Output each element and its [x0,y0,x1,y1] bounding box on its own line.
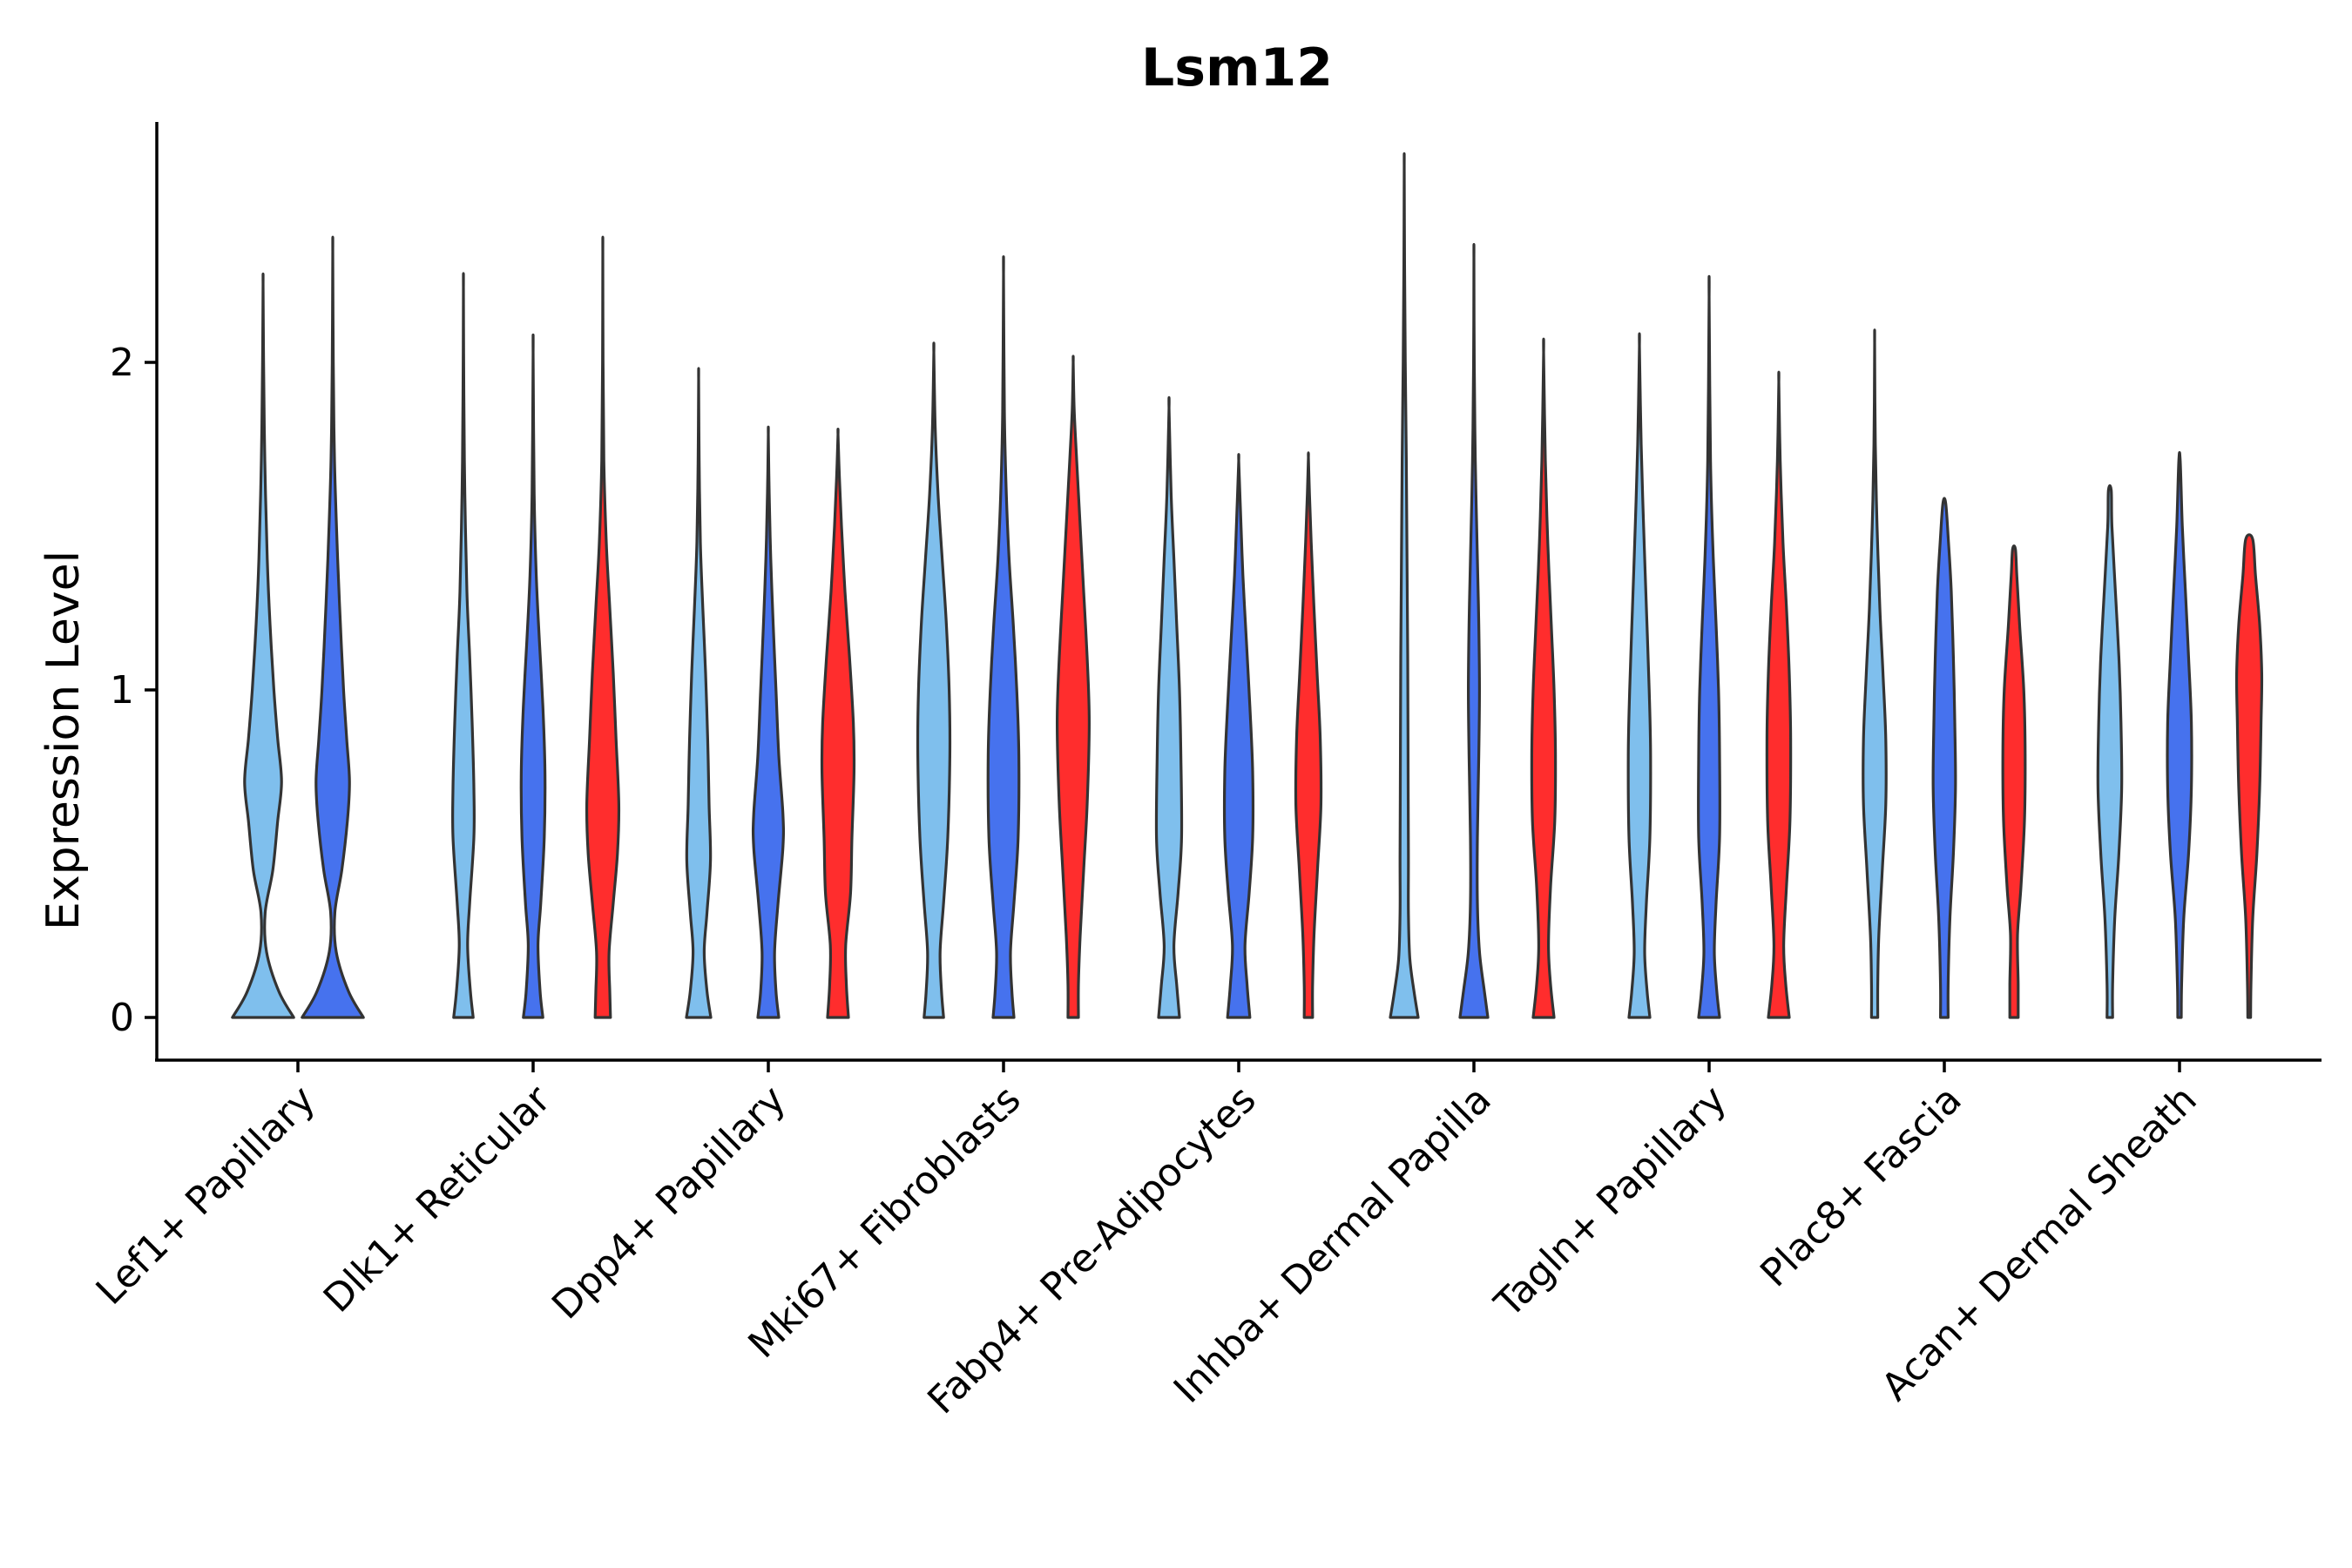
violin-7-0 [1862,328,1888,1019]
violin-4-0 [1154,395,1184,1019]
violin-5-2 [1530,337,1558,1019]
y-tick-label: 0 [110,996,134,1040]
violin-1-0 [450,272,476,1019]
y-tick-label: 2 [110,341,134,385]
violin-1-1 [519,333,547,1019]
violin-8-1 [2166,450,2193,1019]
violin-2-2 [820,428,856,1019]
violin-3-2 [1056,355,1091,1019]
y-axis-label: Expression Level [37,551,90,930]
violin-4-2 [1294,451,1323,1019]
violin-6-2 [1765,370,1793,1019]
violin-6-0 [1626,332,1652,1019]
violin-4-1 [1222,453,1255,1019]
violin-8-2 [2234,533,2264,1019]
violin-0-0 [231,272,295,1019]
x-tick-label: Plac8+ Fascia [1752,1078,1970,1296]
violin-1-2 [585,235,621,1019]
violin-0-1 [301,235,365,1019]
violin-2-1 [751,425,786,1019]
violin-3-0 [916,341,952,1019]
violin-8-0 [2096,483,2124,1019]
violin-5-0 [1389,152,1420,1019]
x-tick-label: Lef1+ Papillary [88,1078,324,1314]
violin-3-1 [986,255,1021,1019]
x-tick-label: Dpp4+ Papillary [544,1078,794,1328]
y-ticks: 0 1 2 [110,341,157,1040]
violin-7-2 [2001,544,2027,1019]
y-tick-label: 1 [110,668,134,713]
x-tick-label: Tagln+ Papillary [1486,1078,1735,1327]
plot-area [231,152,2264,1019]
violin-6-1 [1697,274,1721,1019]
x-tick-label: Dlk1+ Reticular [315,1077,560,1321]
violin-5-1 [1458,243,1490,1019]
violin-7-1 [1931,497,1957,1019]
violin-2-0 [685,367,713,1019]
chart-title: Lsm12 [1141,37,1333,98]
